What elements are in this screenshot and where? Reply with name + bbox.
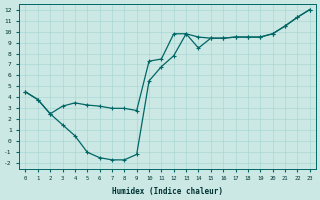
X-axis label: Humidex (Indice chaleur): Humidex (Indice chaleur) [112,187,223,196]
